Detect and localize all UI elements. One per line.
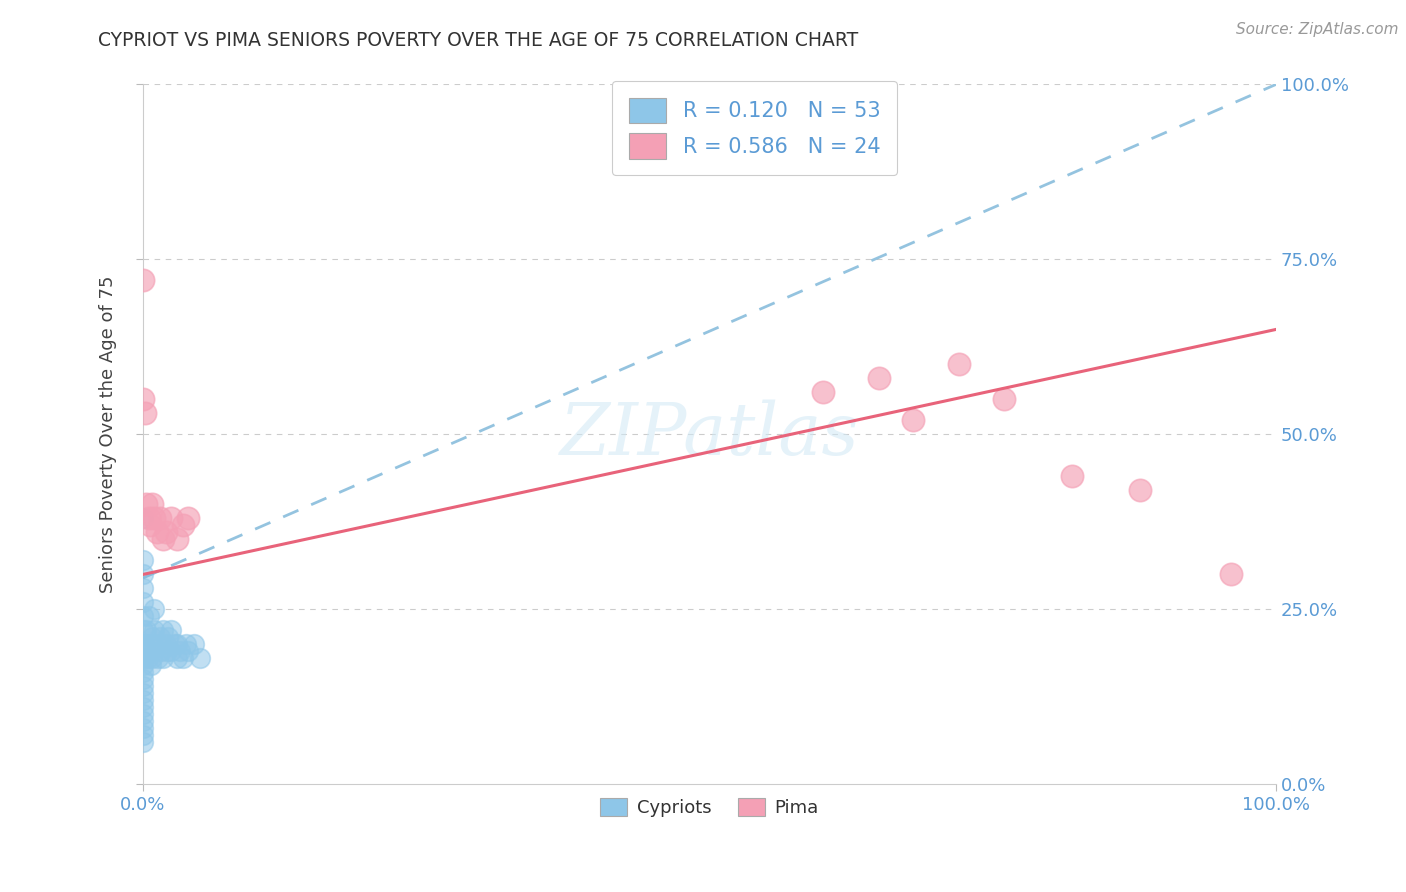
Point xyxy=(132,665,155,680)
Point xyxy=(811,385,834,400)
Point xyxy=(172,518,194,533)
Point xyxy=(132,511,155,525)
Point xyxy=(145,525,167,540)
Point xyxy=(141,631,163,645)
Text: CYPRIOT VS PIMA SENIORS POVERTY OVER THE AGE OF 75 CORRELATION CHART: CYPRIOT VS PIMA SENIORS POVERTY OVER THE… xyxy=(98,31,859,50)
Point xyxy=(156,644,179,658)
Point xyxy=(135,498,157,512)
Point xyxy=(138,637,160,651)
Point xyxy=(132,735,155,749)
Point xyxy=(160,644,183,658)
Point xyxy=(132,637,155,651)
Point xyxy=(152,651,174,665)
Point xyxy=(150,644,173,658)
Point xyxy=(166,651,188,665)
Point xyxy=(868,371,890,385)
Point xyxy=(132,700,155,714)
Point xyxy=(132,707,155,722)
Point xyxy=(149,511,172,525)
Point xyxy=(145,637,167,651)
Point xyxy=(160,511,183,525)
Point xyxy=(132,714,155,729)
Point xyxy=(174,637,197,651)
Point xyxy=(132,673,155,687)
Point xyxy=(139,644,162,658)
Point xyxy=(132,609,155,624)
Legend: Cypriots, Pima: Cypriots, Pima xyxy=(593,790,825,824)
Text: Source: ZipAtlas.com: Source: ZipAtlas.com xyxy=(1236,22,1399,37)
Point xyxy=(132,392,155,407)
Point xyxy=(155,637,177,651)
Point xyxy=(138,511,160,525)
Point xyxy=(172,651,194,665)
Point xyxy=(141,651,163,665)
Point xyxy=(166,533,188,547)
Point xyxy=(132,680,155,694)
Point xyxy=(156,631,179,645)
Point xyxy=(132,595,155,609)
Point xyxy=(149,631,172,645)
Point xyxy=(132,644,155,658)
Point xyxy=(134,637,156,651)
Point xyxy=(132,582,155,596)
Point xyxy=(155,525,177,540)
Point xyxy=(136,651,159,665)
Point xyxy=(132,658,155,673)
Point xyxy=(138,609,160,624)
Point xyxy=(139,518,162,533)
Point xyxy=(132,686,155,700)
Point xyxy=(163,637,186,651)
Point xyxy=(166,637,188,651)
Point xyxy=(139,658,162,673)
Point xyxy=(169,644,191,658)
Point xyxy=(132,728,155,742)
Point xyxy=(160,624,183,638)
Point xyxy=(132,567,155,582)
Point xyxy=(132,624,155,638)
Point xyxy=(948,358,970,372)
Point xyxy=(143,624,166,638)
Point xyxy=(1060,469,1083,483)
Point xyxy=(132,273,155,287)
Point xyxy=(903,413,925,427)
Text: ZIPatlas: ZIPatlas xyxy=(560,399,859,470)
Point xyxy=(143,602,166,616)
Point xyxy=(152,533,174,547)
Point xyxy=(134,406,156,420)
Point xyxy=(141,498,163,512)
Point xyxy=(188,651,211,665)
Point xyxy=(143,511,166,525)
Point xyxy=(132,651,155,665)
Point xyxy=(132,722,155,736)
Point xyxy=(146,651,169,665)
Point xyxy=(177,511,200,525)
Point xyxy=(1129,483,1152,498)
Point xyxy=(993,392,1015,407)
Point xyxy=(135,624,157,638)
Point xyxy=(183,637,205,651)
Point xyxy=(132,693,155,707)
Point xyxy=(132,553,155,567)
Y-axis label: Seniors Poverty Over the Age of 75: Seniors Poverty Over the Age of 75 xyxy=(100,276,117,593)
Point xyxy=(177,644,200,658)
Point xyxy=(152,624,174,638)
Point xyxy=(1219,567,1241,582)
